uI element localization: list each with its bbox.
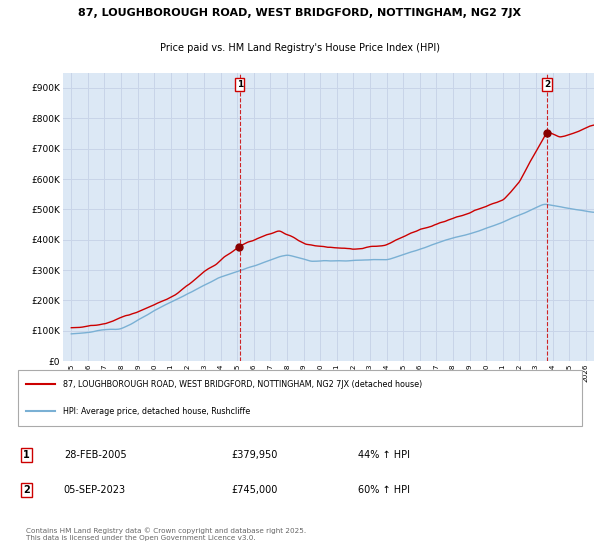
Text: 2: 2 <box>544 80 550 89</box>
Text: 87, LOUGHBOROUGH ROAD, WEST BRIDGFORD, NOTTINGHAM, NG2 7JX (detached house): 87, LOUGHBOROUGH ROAD, WEST BRIDGFORD, N… <box>62 380 422 389</box>
Text: 60% ↑ HPI: 60% ↑ HPI <box>358 485 410 495</box>
Text: 1: 1 <box>23 450 30 460</box>
Text: 2: 2 <box>23 485 30 495</box>
Text: 1: 1 <box>236 80 243 89</box>
Text: Contains HM Land Registry data © Crown copyright and database right 2025.
This d: Contains HM Land Registry data © Crown c… <box>26 528 307 542</box>
Text: Price paid vs. HM Land Registry's House Price Index (HPI): Price paid vs. HM Land Registry's House … <box>160 43 440 53</box>
Text: £745,000: £745,000 <box>231 485 277 495</box>
Text: HPI: Average price, detached house, Rushcliffe: HPI: Average price, detached house, Rush… <box>62 407 250 416</box>
Text: 05-SEP-2023: 05-SEP-2023 <box>64 485 126 495</box>
Text: £379,950: £379,950 <box>231 450 277 460</box>
Text: 87, LOUGHBOROUGH ROAD, WEST BRIDGFORD, NOTTINGHAM, NG2 7JX: 87, LOUGHBOROUGH ROAD, WEST BRIDGFORD, N… <box>79 8 521 18</box>
FancyBboxPatch shape <box>18 370 582 426</box>
Text: 28-FEB-2005: 28-FEB-2005 <box>64 450 127 460</box>
Text: 44% ↑ HPI: 44% ↑ HPI <box>358 450 410 460</box>
